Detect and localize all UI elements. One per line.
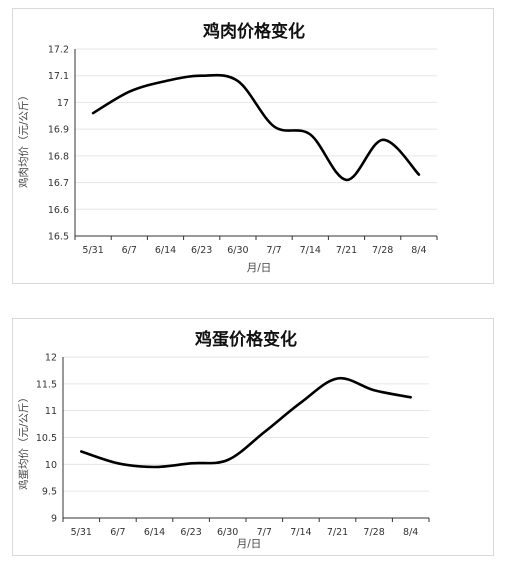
y-tick-label: 16.9 bbox=[48, 125, 69, 136]
y-tick-label: 17 bbox=[57, 98, 69, 109]
chart-title: 鸡蛋价格变化 bbox=[194, 329, 297, 350]
x-tick-label: 8/4 bbox=[403, 527, 418, 538]
x-tick-label: 8/4 bbox=[411, 245, 426, 256]
y-tick-label: 17.2 bbox=[48, 45, 69, 56]
x-tick-label: 6/7 bbox=[122, 245, 137, 256]
y-tick-label: 11.5 bbox=[36, 379, 57, 390]
y-tick-label: 9.5 bbox=[42, 487, 57, 498]
x-tick-label: 6/23 bbox=[180, 527, 201, 538]
y-tick-label: 10.5 bbox=[36, 433, 57, 444]
x-tick-label: 7/14 bbox=[290, 527, 311, 538]
chicken-price-chart: 鸡肉价格变化 鸡肉均价（元/公斤） 月/日 16.5 16.6 16.7 16.8 16… bbox=[17, 21, 438, 274]
x-tick-label: 7/21 bbox=[327, 527, 348, 538]
y-tick-label: 17.1 bbox=[48, 71, 69, 82]
x-tick-label: 7/14 bbox=[300, 245, 321, 256]
x-tick-label: 7/7 bbox=[266, 245, 281, 256]
egg-price-chart: 鸡蛋价格变化 鸡蛋均价（元/公斤） 月/日 9 9.5 10 10.5 11 11.5 12… bbox=[17, 329, 430, 550]
x-tick-label: 7/28 bbox=[372, 245, 393, 256]
y-tick-label: 12 bbox=[45, 353, 57, 364]
x-tick-label: 6/7 bbox=[110, 527, 125, 538]
x-tick-label: 6/23 bbox=[191, 245, 212, 256]
x-tick-label: 6/14 bbox=[155, 245, 176, 256]
x-tick-label: 7/21 bbox=[336, 245, 357, 256]
x-axis-label: 月/日 bbox=[237, 538, 262, 550]
y-tick-label: 9 bbox=[51, 514, 57, 525]
x-tick-label: 5/31 bbox=[82, 245, 103, 256]
y-tick-label: 16.6 bbox=[48, 205, 69, 216]
x-tick-label: 6/30 bbox=[227, 245, 248, 256]
y-tick-label: 16.7 bbox=[48, 178, 69, 189]
series-line bbox=[91, 73, 421, 182]
x-tick-label: 6/14 bbox=[144, 527, 165, 538]
chicken-price-chart-panel: 鸡肉价格变化 鸡肉均价（元/公斤） 月/日 16.5 16.6 16.7 16.8 16… bbox=[12, 8, 494, 284]
series-line bbox=[80, 376, 412, 469]
x-tick-label: 7/28 bbox=[363, 527, 384, 538]
chart-title: 鸡肉价格变化 bbox=[202, 21, 305, 42]
y-axis-label: 鸡蛋均价（元/公斤） bbox=[17, 392, 30, 490]
egg-price-chart-panel: 鸡蛋价格变化 鸡蛋均价（元/公斤） 月/日 9 9.5 10 10.5 11 11.5 12… bbox=[12, 318, 494, 556]
y-tick-label: 11 bbox=[45, 406, 57, 417]
y-axis-label: 鸡肉均价（元/公斤） bbox=[17, 90, 30, 188]
y-tick-label: 16.5 bbox=[48, 232, 69, 243]
y-tick-label: 16.8 bbox=[48, 151, 69, 162]
x-tick-label: 6/30 bbox=[217, 527, 238, 538]
x-tick-label: 7/7 bbox=[257, 527, 272, 538]
x-axis-label: 月/日 bbox=[247, 262, 272, 274]
y-tick-label: 10 bbox=[45, 460, 57, 471]
x-tick-label: 5/31 bbox=[71, 527, 92, 538]
